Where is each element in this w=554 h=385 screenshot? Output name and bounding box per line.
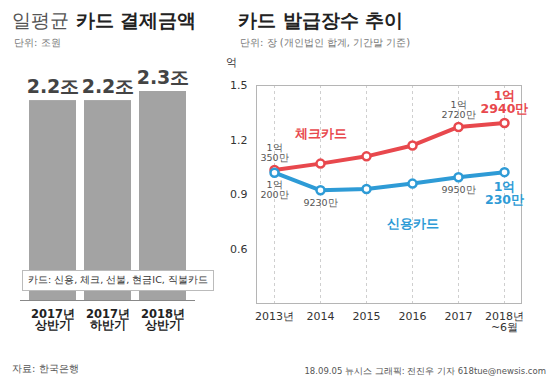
svg-text:2017년상반기: 2017년상반기 bbox=[31, 307, 75, 333]
svg-text:1억2940만: 1억2940만 bbox=[481, 88, 529, 116]
html-text:자료: 한국은행: 자료: 한국은행 bbox=[12, 363, 79, 374]
svg-text:1억350만: 1억350만 bbox=[260, 142, 288, 163]
svg-text:신용카드: 신용카드 bbox=[387, 216, 439, 231]
svg-text:2.2조: 2.2조 bbox=[27, 75, 80, 97]
html-text:카드: 신용, 체크, 선불, 현금IC, 직불카드: 카드: 신용, 체크, 선불, 현금IC, 직불카드 bbox=[28, 274, 208, 285]
svg-text:2.3조: 2.3조 bbox=[137, 66, 190, 88]
svg-text:1.2: 1.2 bbox=[230, 134, 248, 147]
svg-text:2014: 2014 bbox=[307, 310, 335, 323]
svg-text:체크카드: 체크카드 bbox=[294, 126, 347, 141]
html-text:카드발급장수추이: 카드발급장수추이 bbox=[238, 9, 404, 31]
svg-text:2018년상반기: 2018년상반기 bbox=[141, 307, 185, 333]
svg-text:2013년: 2013년 bbox=[255, 310, 294, 323]
svg-text:1억2720만: 1억2720만 bbox=[441, 99, 475, 120]
svg-text:2.2조: 2.2조 bbox=[82, 75, 135, 97]
svg-text:억: 억 bbox=[226, 56, 237, 69]
svg-text:1억200만: 1억200만 bbox=[260, 179, 288, 199]
svg-text:2017년하반기: 2017년하반기 bbox=[86, 307, 130, 333]
svg-text:1.5: 1.5 bbox=[230, 79, 248, 92]
svg-text:9230만: 9230만 bbox=[303, 197, 337, 208]
svg-text:2015: 2015 bbox=[353, 310, 381, 323]
html-text:일평균카드결제금액: 일평균카드결제금액 bbox=[12, 9, 197, 31]
svg-text:2018년~6월: 2018년~6월 bbox=[485, 310, 524, 334]
svg-text:2016: 2016 bbox=[399, 310, 427, 323]
svg-text:9950만: 9950만 bbox=[441, 184, 475, 195]
html-text:18.09.05 뉴시스 그래픽: 전진우 기자 618tu: 18.09.05 뉴시스 그래픽: 전진우 기자 618tue@newsis.c… bbox=[304, 366, 546, 376]
svg-text:1억230만: 1억230만 bbox=[485, 179, 524, 207]
svg-text:2017: 2017 bbox=[445, 310, 473, 323]
html-text:단위: 조원: 단위: 조원 bbox=[14, 37, 61, 48]
html-text:단위: 장 (개인법인 합계, 기간말 기준): 단위: 장 (개인법인 합계, 기간말 기준) bbox=[240, 37, 411, 48]
svg-text:0.6: 0.6 bbox=[230, 243, 248, 256]
svg-text:0.9: 0.9 bbox=[230, 188, 248, 201]
